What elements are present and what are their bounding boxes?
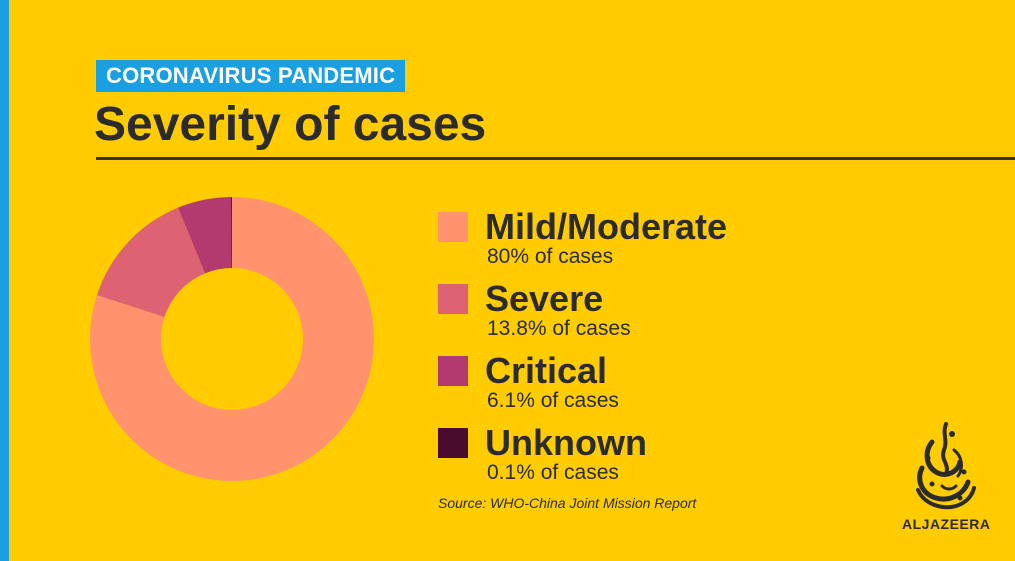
- chart-title: Severity of cases: [94, 98, 487, 151]
- donut-slice-critical: [178, 197, 232, 274]
- legend-label: Unknown: [485, 422, 647, 463]
- legend-value-label: 6.1% of cases: [487, 389, 619, 412]
- legend-swatch: [438, 284, 468, 314]
- legend-swatch: [438, 428, 468, 458]
- kicker-label: CORONAVIRUS PANDEMIC: [96, 60, 406, 92]
- legend-item-severe: Severe 13.8% of cases: [438, 276, 858, 348]
- legend-item-critical: Critical 6.1% of cases: [438, 348, 858, 420]
- title-divider: [96, 157, 1015, 160]
- left-accent-bar: [0, 0, 9, 561]
- brand-name: ALJAZEERA: [902, 516, 991, 532]
- legend-swatch: [438, 356, 468, 386]
- legend-item-mild-moderate: Mild/Moderate 80% of cases: [438, 204, 858, 276]
- donut-slice-mild-moderate: [89, 197, 374, 482]
- donut-slice-severe: [96, 207, 206, 318]
- source-note: Source: WHO-China Joint Mission Report: [438, 495, 697, 511]
- aljazeera-logo: ALJAZEERA: [902, 420, 991, 540]
- legend-value-label: 80% of cases: [487, 245, 614, 268]
- legend-value-label: 13.8% of cases: [487, 317, 631, 340]
- donut-slice-unknown: [231, 197, 232, 269]
- legend: Mild/Moderate 80% of cases Severe 13.8% …: [438, 204, 858, 492]
- legend-label: Mild/Moderate: [485, 206, 728, 247]
- legend-item-unknown: Unknown 0.1% of cases: [438, 420, 858, 492]
- legend-label: Severe: [485, 278, 604, 319]
- legend-value-label: 0.1% of cases: [487, 461, 619, 484]
- legend-swatch: [438, 212, 468, 242]
- donut-slices: [89, 197, 374, 482]
- aljazeera-calligraphy-icon: [916, 422, 976, 510]
- legend-label: Critical: [485, 350, 608, 391]
